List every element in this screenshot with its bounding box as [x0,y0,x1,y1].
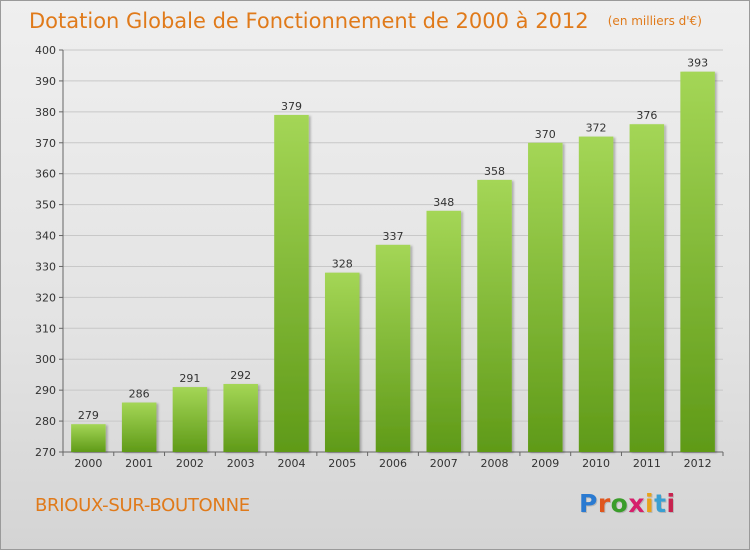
x-tick-label: 2005 [328,457,356,470]
x-tick-label: 2003 [227,457,255,470]
data-label: 370 [535,128,556,141]
y-tick-label: 350 [35,199,56,212]
logo-letter: i [645,489,655,518]
chart-title: Dotation Globale de Fonctionnement de 20… [29,9,589,33]
logo-letter: i [666,489,676,518]
bar-2004 [274,114,309,452]
logo-letter: t [654,489,667,518]
y-tick-label: 300 [35,353,56,366]
bars [71,71,715,453]
y-tick-label: 360 [35,168,56,181]
x-tick-label: 2008 [481,457,509,470]
x-tick-label: 2001 [125,457,153,470]
bar-2002 [172,387,208,452]
bar-2007 [426,210,462,452]
logo-letter: P [579,489,598,518]
title-row: Dotation Globale de Fonctionnement de 20… [29,9,702,33]
x-tick-label: 2002 [176,457,204,470]
x-tick-label: 2000 [74,457,102,470]
x-tick-label: 2009 [531,457,559,470]
bar-2000 [71,424,106,452]
y-tick-label: 370 [35,137,56,150]
x-tick-label: 2007 [430,457,458,470]
axes: 270 280 290 300 310 320 330 340 350 360 370 380 390 4… [35,44,724,470]
chart-subtitle: (en milliers d'€) [607,14,702,28]
data-label: 279 [78,409,99,422]
y-tick-label: 390 [35,75,56,88]
y-tick-label: 320 [35,291,56,304]
data-label: 372 [586,122,607,135]
y-tick-label: 330 [35,260,56,273]
bar-2010 [578,136,614,453]
y-tick-label: 400 [35,44,56,57]
data-label: 328 [332,258,353,271]
x-tick-label: 2012 [684,457,712,470]
data-label: 337 [383,230,404,243]
x-tick-label: 2006 [379,457,407,470]
bar-2012 [680,71,715,453]
x-tick-label: 2010 [582,457,610,470]
y-tick-label: 280 [35,415,56,428]
bar-2009 [528,142,563,452]
data-label: 393 [687,57,708,70]
y-tick-label: 290 [35,384,56,397]
bar-2005 [324,272,360,452]
y-tick-label: 310 [35,322,56,335]
data-label: 291 [179,372,200,385]
proxiti-logo: Proxiti [579,489,676,518]
bar-2011 [629,124,665,452]
data-label: 376 [636,109,657,122]
x-tick-label: 2011 [633,457,661,470]
y-tick-label: 270 [35,446,56,459]
commune-name: BRIOUX-SUR-BOUTONNE [35,495,250,516]
data-label: 358 [484,165,505,178]
bar-2001 [121,402,157,452]
y-tick-label: 380 [35,106,56,119]
data-label: 348 [433,196,454,209]
logo-letter: x [628,489,645,518]
bar-2003 [223,383,258,452]
data-labels: 279 286 291 292 379 328 337 348 358 370 372 376 393 [78,57,708,423]
bar-2008 [477,179,512,452]
data-label: 379 [281,100,302,113]
y-tick-label: 340 [35,230,56,243]
data-label: 286 [129,388,150,401]
x-tick-label: 2004 [277,457,305,470]
logo-letter: r [597,489,611,518]
bar-2006 [375,244,411,452]
data-label: 292 [230,369,251,382]
logo-letter: o [610,489,629,518]
